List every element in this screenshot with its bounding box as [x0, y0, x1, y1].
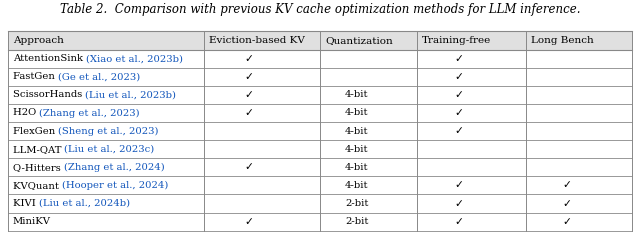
Text: KVQuant: KVQuant [13, 181, 61, 190]
Text: 2-bit: 2-bit [345, 217, 369, 226]
Text: ✓: ✓ [454, 108, 463, 118]
Text: AttentionSink: AttentionSink [13, 54, 86, 63]
Text: (Liu et al., 2023b): (Liu et al., 2023b) [85, 90, 176, 99]
Text: ✓: ✓ [454, 90, 463, 100]
Text: LLM-QAT: LLM-QAT [13, 145, 64, 154]
Text: ✓: ✓ [562, 180, 571, 190]
Text: FlexGen: FlexGen [13, 127, 58, 136]
Text: ✓: ✓ [244, 162, 253, 172]
Text: Approach: Approach [13, 36, 63, 45]
Text: 4-bit: 4-bit [345, 145, 369, 154]
Text: (Liu et al., 2024b): (Liu et al., 2024b) [38, 199, 130, 208]
Text: ✓: ✓ [454, 126, 463, 136]
Text: ✓: ✓ [454, 72, 463, 82]
Text: 2-bit: 2-bit [345, 199, 369, 208]
Text: 4-bit: 4-bit [345, 163, 369, 172]
Text: (Ge et al., 2023): (Ge et al., 2023) [58, 72, 140, 81]
Text: ScissorHands: ScissorHands [13, 90, 85, 99]
Text: ✓: ✓ [454, 199, 463, 209]
Text: Table 2.  Comparison with previous KV cache optimization methods for LLM inferen: Table 2. Comparison with previous KV cac… [60, 3, 580, 17]
Text: MiniKV: MiniKV [13, 217, 51, 226]
Text: (Zhang et al., 2023): (Zhang et al., 2023) [39, 108, 140, 117]
Text: Eviction-based KV: Eviction-based KV [209, 36, 305, 45]
Text: (Zhang et al., 2024): (Zhang et al., 2024) [63, 163, 164, 172]
Text: ✓: ✓ [454, 217, 463, 227]
Text: H2O: H2O [13, 108, 39, 117]
Text: KIVI: KIVI [13, 199, 38, 208]
Text: ✓: ✓ [244, 54, 253, 64]
Text: Quantization: Quantization [325, 36, 393, 45]
Text: ✓: ✓ [244, 72, 253, 82]
Text: ✓: ✓ [454, 180, 463, 190]
Text: ✓: ✓ [454, 54, 463, 64]
Text: ✓: ✓ [244, 90, 253, 100]
Text: FastGen: FastGen [13, 72, 58, 81]
Text: (Xiao et al., 2023b): (Xiao et al., 2023b) [86, 54, 183, 63]
Text: ✓: ✓ [244, 108, 253, 118]
Text: (Sheng et al., 2023): (Sheng et al., 2023) [58, 127, 159, 136]
Text: ✓: ✓ [562, 217, 571, 227]
Text: ✓: ✓ [244, 217, 253, 227]
Text: 4-bit: 4-bit [345, 181, 369, 190]
Text: Q-Hitters: Q-Hitters [13, 163, 63, 172]
Text: 4-bit: 4-bit [345, 108, 369, 117]
Text: (Liu et al., 2023c): (Liu et al., 2023c) [64, 145, 154, 154]
Text: 4-bit: 4-bit [345, 90, 369, 99]
Text: ✓: ✓ [562, 199, 571, 209]
Text: 4-bit: 4-bit [345, 127, 369, 136]
Text: Training-free: Training-free [422, 36, 491, 45]
Text: (Hooper et al., 2024): (Hooper et al., 2024) [61, 181, 168, 190]
Text: Long Bench: Long Bench [531, 36, 594, 45]
